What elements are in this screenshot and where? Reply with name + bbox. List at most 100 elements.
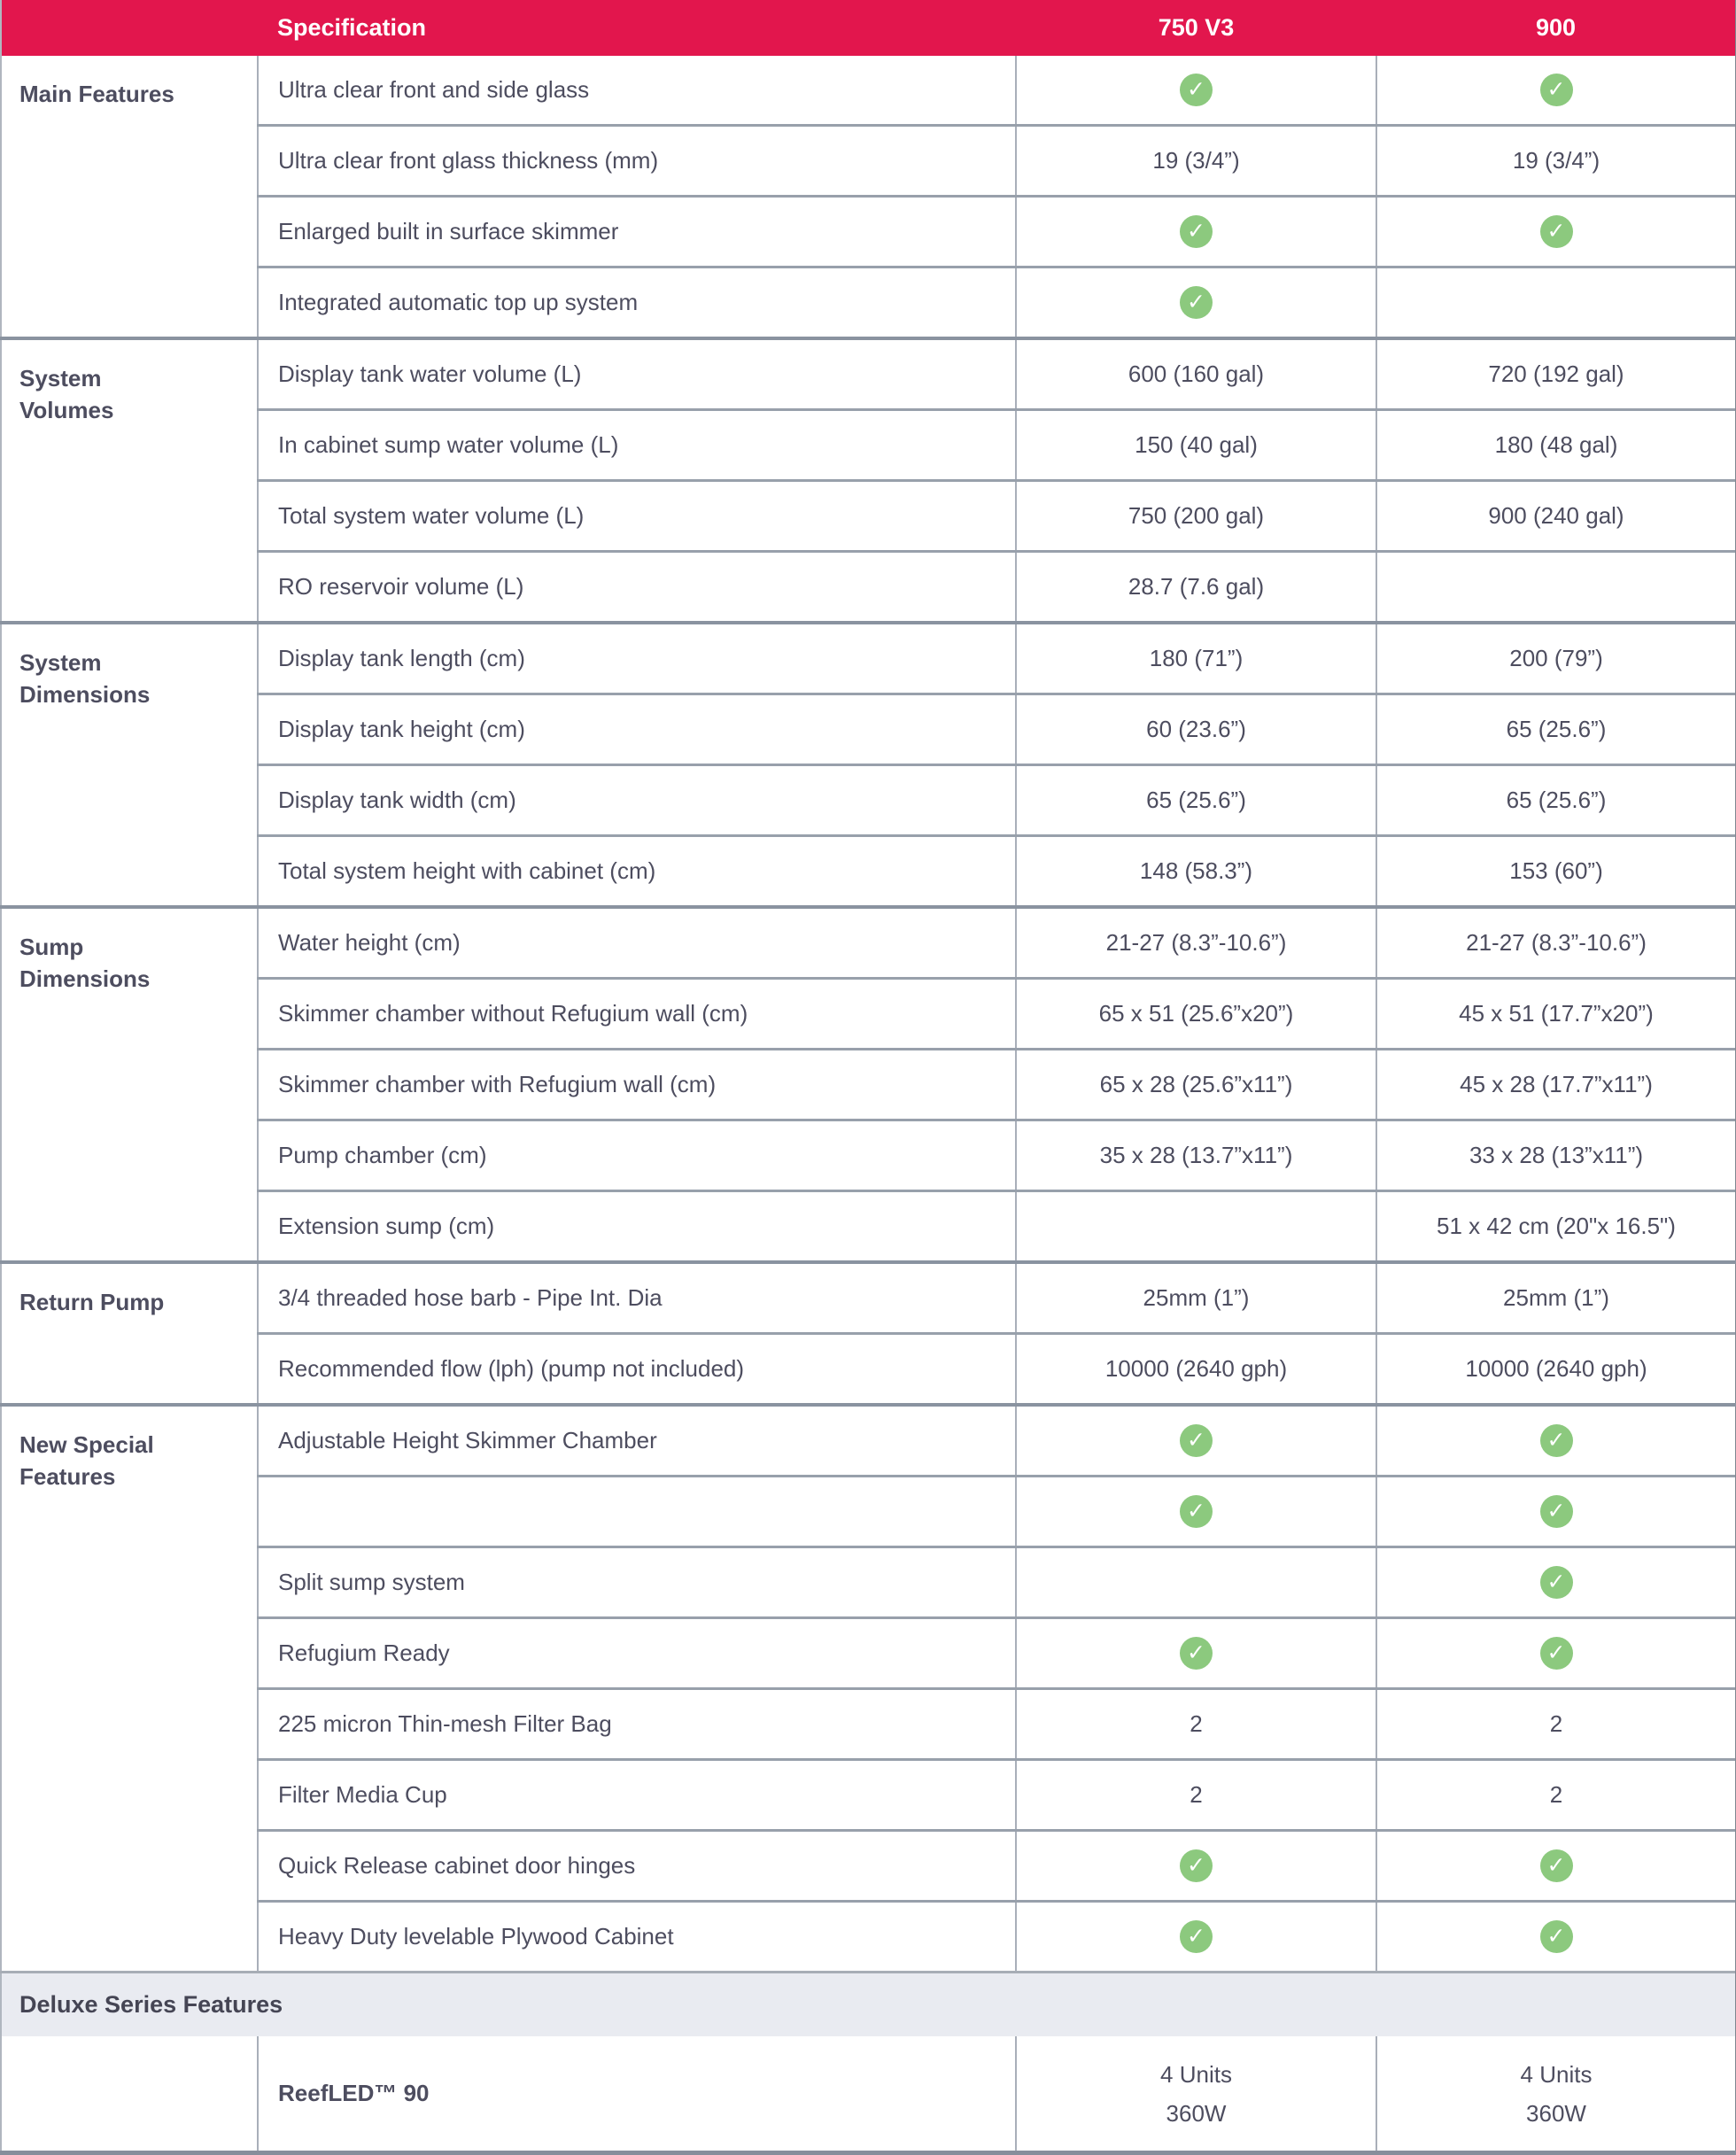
value-cell: 25mm (1”) <box>1376 1260 1736 1334</box>
spec-label-cell: Adjustable Height Skimmer Chamber <box>257 1403 1016 1477</box>
spec-label-cell: Quick Release cabinet door hinges <box>257 1829 1016 1902</box>
check-cell: ✓ <box>1015 195 1376 267</box>
check-cell: ✓ <box>1376 1829 1736 1902</box>
spec-label-cell: Pump chamber (cm) <box>257 1119 1016 1191</box>
header-row: Specification 750 V3 900 <box>1 0 1736 56</box>
spec-label-cell: Skimmer chamber without Refugium wall (c… <box>257 977 1016 1050</box>
check-cell: ✓ <box>1015 1616 1376 1689</box>
spec-label-cell: Integrated automatic top up system <box>257 266 1016 338</box>
check-icon: ✓ <box>1539 1849 1573 1882</box>
spec-label-cell: Total system height with cabinet (cm) <box>257 834 1016 907</box>
value-cell: 65 x 28 (25.6”x11”) <box>1015 1048 1376 1120</box>
spec-label-cell: 3/4 threaded hose barb - Pipe Int. Dia <box>257 1260 1016 1334</box>
value-cell: 19 (3/4”) <box>1376 124 1736 197</box>
value-cell: 148 (58.3”) <box>1015 834 1376 907</box>
empty-cell <box>1015 1190 1376 1262</box>
check-cell: ✓ <box>1015 1829 1376 1902</box>
table-row: Heavy Duty levelable Plywood Cabinet ✓ ✓ <box>1 1900 1736 1973</box>
table-row: Integrated automatic top up system ✓ <box>1 266 1736 338</box>
value-cell: 21-27 (8.3”-10.6”) <box>1015 905 1376 979</box>
check-icon: ✓ <box>1539 1920 1573 1953</box>
value-cell: 45 x 28 (17.7”x11”) <box>1376 1048 1736 1120</box>
table-row: System Dimensions Display tank length (cm… <box>1 621 1736 907</box>
group-label: System Dimensions <box>1 621 258 907</box>
value-cell: 4 Units 360W <box>1376 2036 1736 2153</box>
spec-label-cell: Display tank width (cm) <box>257 764 1016 836</box>
spec-label-cell: Recommended flow (lph) (pump not include… <box>257 1332 1016 1405</box>
check-icon: ✓ <box>1539 1424 1573 1457</box>
value-cell: 600 (160 gal) <box>1015 337 1376 410</box>
value-cell: 2 <box>1015 1687 1376 1760</box>
spec-label-cell: RO reservoir volume (L) <box>257 550 1016 623</box>
spec-label-cell: Filter Media Cup <box>257 1758 1016 1831</box>
check-icon: ✓ <box>1539 74 1573 106</box>
group-label: Sump Dimensions <box>1 905 258 1262</box>
table-row: RO reservoir volume (L) 28.7 (7.6 gal) <box>1 550 1736 623</box>
table-row: Quick Release cabinet door hinges ✓ ✓ <box>1 1829 1736 1902</box>
value-cell: 200 (79”) <box>1376 621 1736 694</box>
value-cell: 65 x 51 (25.6”x20”) <box>1015 977 1376 1050</box>
value-cell: 60 (23.6”) <box>1015 693 1376 765</box>
spec-label-cell: ReefLED™ 90 <box>257 2036 1016 2153</box>
header-group-cell <box>1 0 258 56</box>
table-row: Display tank width (cm) 65 (25.6”) 65 (25.… <box>1 764 1736 836</box>
value-cell: 65 (25.6”) <box>1015 764 1376 836</box>
empty-cell <box>1015 1546 1376 1618</box>
value-cell: 180 (71”) <box>1015 621 1376 694</box>
empty-cell <box>1376 266 1736 338</box>
table-row: Skimmer chamber with Refugium wall (cm) 6… <box>1 1048 1736 1120</box>
table-row: In cabinet sump water volume (L) 150 (40 … <box>1 408 1736 481</box>
value-cell: 28.7 (7.6 gal) <box>1015 550 1376 623</box>
table-body: Main Features Ultra clear front and side … <box>1 56 1736 2153</box>
table-row: Total system height with cabinet (cm) 148… <box>1 834 1736 907</box>
value-cell: 45 x 51 (17.7”x20”) <box>1376 977 1736 1050</box>
check-icon: ✓ <box>1180 1920 1213 1953</box>
spec-label-cell: Water height (cm) <box>257 905 1016 979</box>
value-cell: 21-27 (8.3”-10.6”) <box>1376 905 1736 979</box>
spec-label-cell: Ultra clear front glass thickness (mm) <box>257 124 1016 197</box>
spec-label-cell: In cabinet sump water volume (L) <box>257 408 1016 481</box>
check-cell: ✓ <box>1015 1403 1376 1477</box>
value-line: 4 Units <box>1160 2060 1232 2088</box>
group-label: System Volumes <box>1 337 258 623</box>
table-row: Display tank height (cm) 60 (23.6”) 65 (25… <box>1 693 1736 765</box>
header-model-900: 900 <box>1376 0 1736 56</box>
table-row: System Volumes Display tank water volume … <box>1 337 1736 623</box>
value-cell: 51 x 42 cm (20"x 16.5") <box>1376 1190 1736 1262</box>
check-icon: ✓ <box>1180 286 1213 319</box>
deluxe-band-label: Deluxe Series Features <box>1 1971 1736 2036</box>
check-icon: ✓ <box>1180 1849 1213 1882</box>
check-icon: ✓ <box>1539 1566 1573 1599</box>
value-cell: 4 Units 360W <box>1015 2036 1376 2153</box>
table-row: Pump chamber (cm) 35 x 28 (13.7”x11”) 33 x… <box>1 1119 1736 1191</box>
check-cell: ✓ <box>1015 1475 1376 1547</box>
check-cell: ✓ <box>1376 1546 1736 1618</box>
spec-label-cell: Enlarged built in surface skimmer <box>257 195 1016 267</box>
value-cell: 65 (25.6”) <box>1376 693 1736 765</box>
value-cell: 180 (48 gal) <box>1376 408 1736 481</box>
check-cell: ✓ <box>1015 1900 1376 1973</box>
table-row: Filter Media Cup 2 2 <box>1 1758 1736 1831</box>
spec-label-cell: Display tank height (cm) <box>257 693 1016 765</box>
value-cell: 33 x 28 (13”x11”) <box>1376 1119 1736 1191</box>
value-cell: 25mm (1”) <box>1015 1260 1376 1334</box>
check-cell: ✓ <box>1376 195 1736 267</box>
group-label-empty <box>1 2036 258 2153</box>
check-icon: ✓ <box>1539 215 1573 248</box>
value-line: 360W <box>1166 2099 1227 2127</box>
deluxe-band-row: Deluxe Series Features <box>1 1971 1736 2036</box>
table-row: ReefLED™ 90 4 Units 360W 4 Units 360W <box>1 2036 1736 2153</box>
value-cell: 19 (3/4”) <box>1015 124 1376 197</box>
table-row: Split sump system ✓ <box>1 1546 1736 1618</box>
check-icon: ✓ <box>1180 74 1213 106</box>
spec-label-cell: Skimmer chamber with Refugium wall (cm) <box>257 1048 1016 1120</box>
check-cell: ✓ <box>1376 1616 1736 1689</box>
table-row: Refugium Ready ✓ ✓ <box>1 1616 1736 1689</box>
table-header: Specification 750 V3 900 <box>1 0 1736 56</box>
value-line: 360W <box>1526 2099 1586 2127</box>
value-cell: 35 x 28 (13.7”x11”) <box>1015 1119 1376 1191</box>
table-row: Main Features Ultra clear front and side … <box>1 56 1736 338</box>
check-icon: ✓ <box>1180 1637 1213 1670</box>
check-cell: ✓ <box>1015 266 1376 338</box>
